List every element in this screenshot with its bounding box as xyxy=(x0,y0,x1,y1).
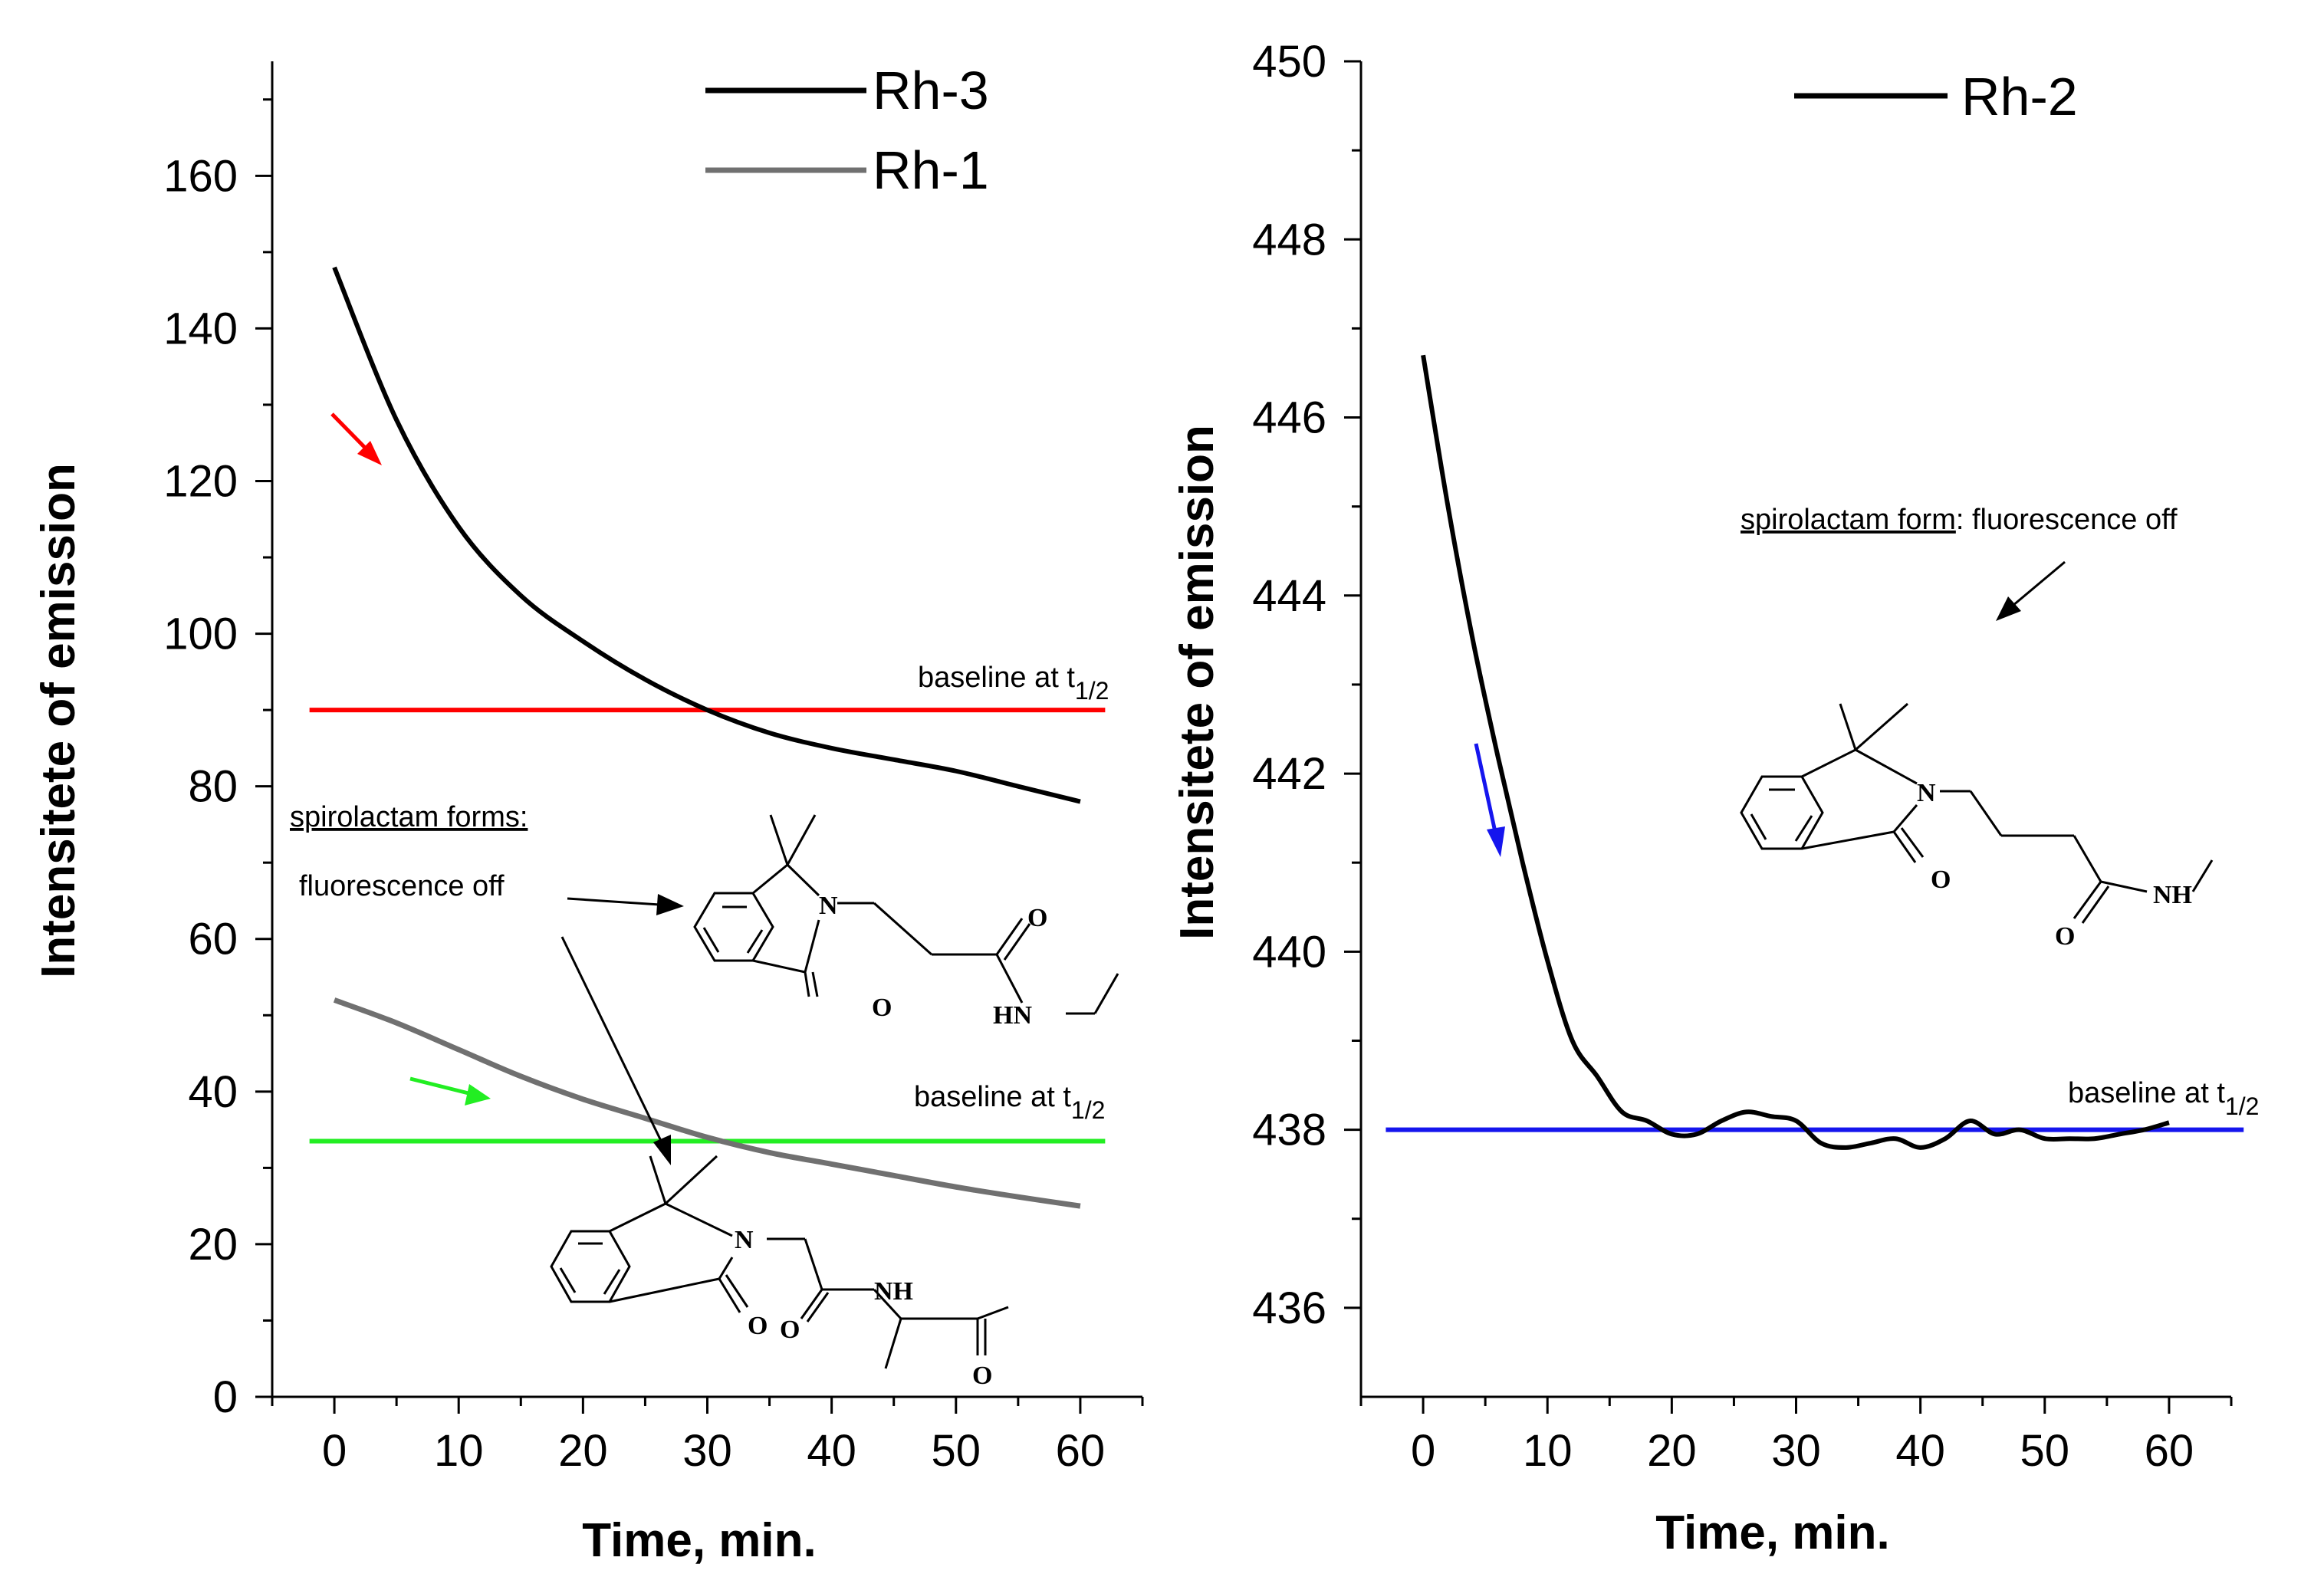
x-tick-label: 60 xyxy=(1056,1426,1106,1476)
green-arrow xyxy=(409,1076,491,1106)
baseline-rh1-label: baseline at t1/2 xyxy=(914,1081,1105,1124)
chem-right-label-3: NH xyxy=(2153,881,2192,909)
chem-upper-label-1: O xyxy=(1027,904,1047,932)
chem-structure-lower xyxy=(550,1155,1009,1369)
chem-upper-label-0: N xyxy=(819,892,838,920)
series-rh2-line xyxy=(1421,354,2170,1150)
pointer-arrow-upper xyxy=(567,894,684,915)
chem-structure-upper xyxy=(693,814,1119,1015)
chem-structure-right xyxy=(1740,702,2214,924)
x-tick-label: 40 xyxy=(1895,1426,1945,1476)
x-tick-label: 40 xyxy=(807,1426,856,1476)
chart-left: 0 20 40 60 80 100 120 140 160 0 10 20 30 40 50 60 Inte… xyxy=(32,61,1144,1567)
y-tick-label: 440 xyxy=(1252,927,1326,977)
y-tick-label: 436 xyxy=(1252,1283,1326,1333)
x-tick-label: 60 xyxy=(2145,1426,2194,1476)
left-annotation-title: spirolactam forms: xyxy=(290,801,528,833)
chem-lower-label-4: O xyxy=(972,1362,992,1390)
legend-rh2-label: Rh-2 xyxy=(1961,67,2078,126)
y-tick-label: 0 xyxy=(213,1372,238,1422)
x-tick-label: 50 xyxy=(2020,1426,2070,1476)
chem-lower-label-0: N xyxy=(735,1226,754,1254)
chem-right-label-1: O xyxy=(1931,866,1951,894)
chem-upper-label-2: O xyxy=(872,994,892,1022)
red-arrow xyxy=(330,412,382,465)
chem-lower-label-3: NH xyxy=(874,1277,913,1306)
legend-rh3-label: Rh-3 xyxy=(873,61,989,120)
pointer-arrow-lower xyxy=(560,936,671,1165)
chem-right-label-2: O xyxy=(2055,922,2075,951)
chem-lower-label-1: O xyxy=(748,1312,768,1340)
y-tick-label: 80 xyxy=(188,762,238,812)
x-tick-label: 50 xyxy=(932,1426,981,1476)
x-tick-label: 30 xyxy=(682,1426,732,1476)
y-tick-label: 438 xyxy=(1252,1106,1326,1155)
series-rh3-line xyxy=(332,266,1081,804)
left-legend: Rh-3 Rh-1 xyxy=(705,61,989,200)
x-tick-label: 20 xyxy=(558,1426,608,1476)
chem-upper-label-3: HN xyxy=(993,1001,1032,1030)
x-tick-label: 20 xyxy=(1647,1426,1697,1476)
y-tick-label: 140 xyxy=(163,304,238,353)
chem-lower-label-2: O xyxy=(780,1316,800,1344)
legend-rh1-label: Rh-1 xyxy=(873,140,989,200)
series-rh1-line xyxy=(333,997,1081,1209)
baseline-rh3-label: baseline at t1/2 xyxy=(918,662,1109,705)
chart-right: 436 438 440 442 444 446 448 450 0 10 20 30 40 50 60 I… xyxy=(1171,37,2259,1559)
y-tick-label: 448 xyxy=(1252,215,1326,264)
blue-arrow xyxy=(1474,743,1505,857)
y-tick-label: 160 xyxy=(163,151,238,201)
y-tick-label: 20 xyxy=(188,1220,238,1270)
pointer-arrow-right xyxy=(1996,560,2066,621)
y-tick-label: 446 xyxy=(1252,393,1326,443)
right-legend: Rh-2 xyxy=(1794,67,2078,126)
right-annotation: spirolactam form: fluorescence off xyxy=(1741,504,2178,536)
y-tick-label: 60 xyxy=(188,915,238,964)
left-y-axis-title: Intensitete of emission xyxy=(32,463,85,978)
y-tick-label: 444 xyxy=(1252,571,1326,621)
y-tick-label: 450 xyxy=(1252,37,1326,87)
x-tick-label: 10 xyxy=(434,1426,484,1476)
x-tick-label: 0 xyxy=(322,1426,347,1476)
right-x-axis-title: Time, min. xyxy=(1655,1506,1890,1559)
y-tick-label: 40 xyxy=(188,1067,238,1117)
left-annotation-subtitle: fluorescence off xyxy=(299,870,505,902)
right-y-axis-title: Intensitete of emission xyxy=(1171,425,1224,940)
y-tick-label: 120 xyxy=(163,456,238,506)
chem-right-label-0: N xyxy=(1917,779,1936,807)
left-x-axis-title: Time, min. xyxy=(582,1514,817,1567)
y-tick-label: 442 xyxy=(1252,749,1326,799)
x-tick-label: 0 xyxy=(1411,1426,1435,1476)
y-tick-label: 100 xyxy=(163,609,238,659)
x-tick-label: 30 xyxy=(1771,1426,1821,1476)
baseline-rh2-label: baseline at t1/2 xyxy=(2068,1077,2259,1120)
x-tick-label: 10 xyxy=(1523,1426,1573,1476)
